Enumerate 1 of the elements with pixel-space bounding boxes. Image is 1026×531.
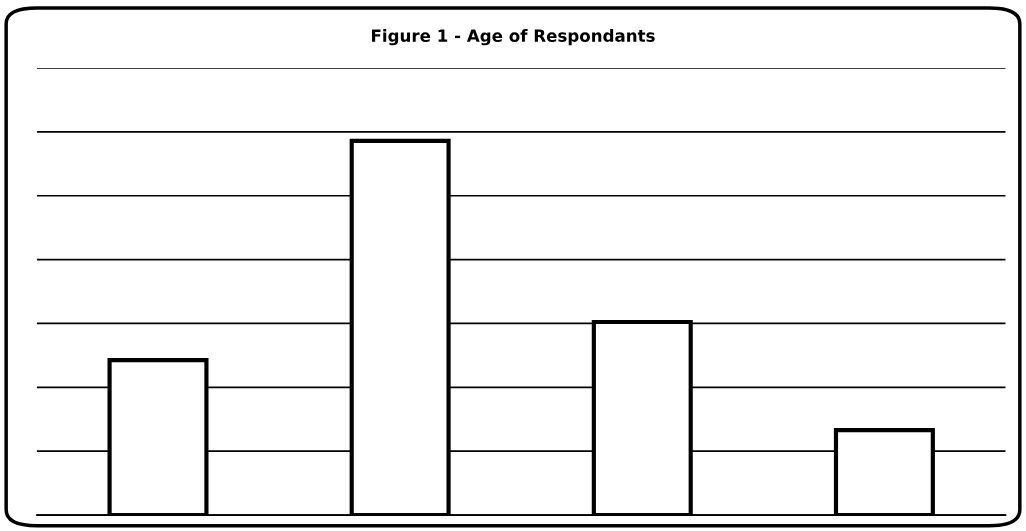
- chart-title: Figure 1 - Age of Respondants: [372, 29, 655, 46]
